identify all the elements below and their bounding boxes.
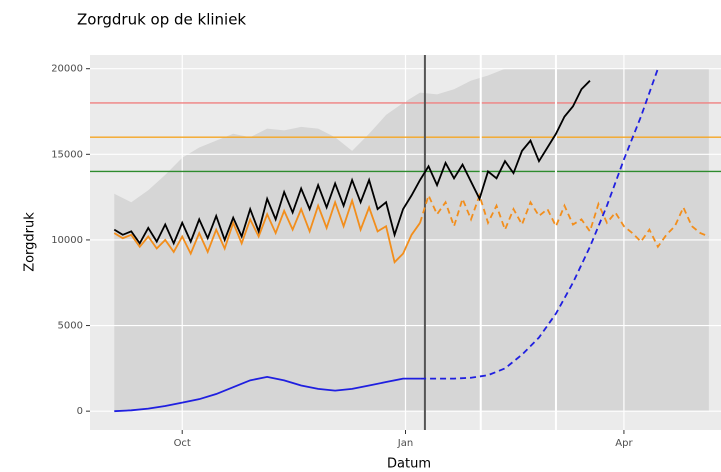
line	[113, 197, 421, 264]
line	[419, 192, 710, 249]
y-tick-label: 20000	[51, 64, 83, 75]
x-tick-label: Jan	[397, 438, 413, 449]
line	[113, 80, 591, 246]
chart-title: Zorgdruk op de kliniek	[77, 11, 246, 29]
y-tick-label: 15000	[51, 149, 83, 160]
x-tick-label: Oct	[174, 438, 191, 449]
y-tick-label: 0	[77, 406, 83, 417]
line	[420, 68, 659, 380]
line	[114, 375, 421, 413]
y-axis-label: Zorgdruk	[23, 212, 38, 272]
y-tick-label: 10000	[51, 235, 83, 246]
y-tick-label: 5000	[58, 321, 83, 332]
x-tick-label: Apr	[615, 438, 633, 449]
x-axis-label: Datum	[387, 457, 431, 472]
